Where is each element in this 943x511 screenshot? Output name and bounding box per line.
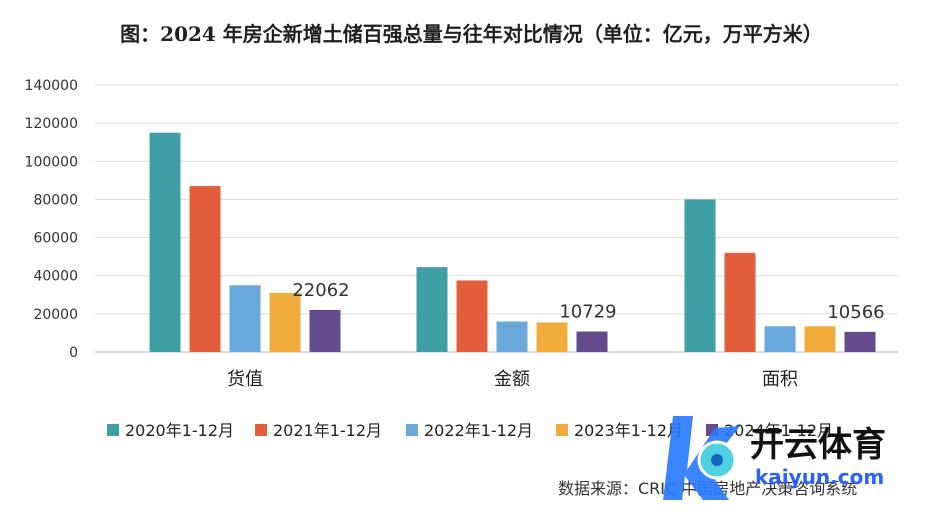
y-tick-label: 120000 — [25, 116, 78, 132]
bar — [309, 309, 341, 352]
legend-label: 2020年1-12月 — [125, 421, 234, 440]
legend-swatch — [255, 424, 267, 436]
bar — [684, 199, 716, 352]
legend-swatch — [406, 424, 418, 436]
watermark-domain: kaiyun.com — [755, 465, 884, 489]
bar — [269, 292, 301, 352]
bar — [149, 132, 181, 352]
soccer-ball-patch-icon — [711, 454, 723, 466]
y-axis-ticks: 0 20000 40000 60000 80000 100000 120000 140000 — [25, 78, 78, 361]
legend-label: 2021年1-12月 — [273, 421, 382, 440]
bar — [536, 322, 568, 352]
bar — [576, 331, 608, 352]
y-tick-label: 40000 — [33, 269, 78, 285]
y-tick-label: 140000 — [25, 78, 78, 94]
chart-title: 图：2024 年房企新增土储百强总量与往年对比情况（单位：亿元，万平方米） — [120, 22, 823, 46]
bar — [456, 280, 488, 352]
legend-swatch — [107, 424, 119, 436]
x-category-label: 货值 — [227, 369, 263, 390]
data-label: 22062 — [292, 280, 349, 301]
bar — [804, 326, 836, 352]
data-labels: 22062 10729 10566 — [292, 280, 884, 323]
bar — [496, 321, 528, 352]
data-label: 10566 — [827, 302, 884, 323]
y-tick-label: 80000 — [33, 192, 78, 208]
legend-label: 2024年1-12月 — [724, 421, 833, 440]
legend-label: 2023年1-12月 — [574, 421, 683, 440]
gridlines — [95, 84, 898, 353]
y-tick-label: 0 — [69, 345, 78, 361]
y-tick-label: 20000 — [33, 307, 78, 323]
x-category-label: 金额 — [494, 369, 530, 390]
bars — [149, 132, 876, 352]
bar — [764, 326, 796, 352]
data-label: 10729 — [559, 302, 616, 323]
legend-swatch — [556, 424, 568, 436]
x-category-label: 面积 — [762, 369, 798, 390]
x-axis-categories: 货值 金额 面积 — [227, 369, 798, 390]
y-tick-label: 60000 — [33, 231, 78, 247]
bar — [416, 267, 448, 352]
watermark-brand: 开云体育 — [750, 425, 886, 465]
legend: 2020年1-12月 2021年1-12月 2022年1-12月 2023年1-12月… — [107, 421, 833, 440]
bar — [844, 331, 876, 352]
bar — [189, 186, 221, 352]
legend-label: 2022年1-12月 — [424, 421, 533, 440]
y-tick-label: 100000 — [25, 154, 78, 170]
bar — [229, 285, 261, 352]
bar — [724, 252, 756, 352]
brand-watermark: 开云体育 kaiyun.com — [663, 416, 886, 500]
